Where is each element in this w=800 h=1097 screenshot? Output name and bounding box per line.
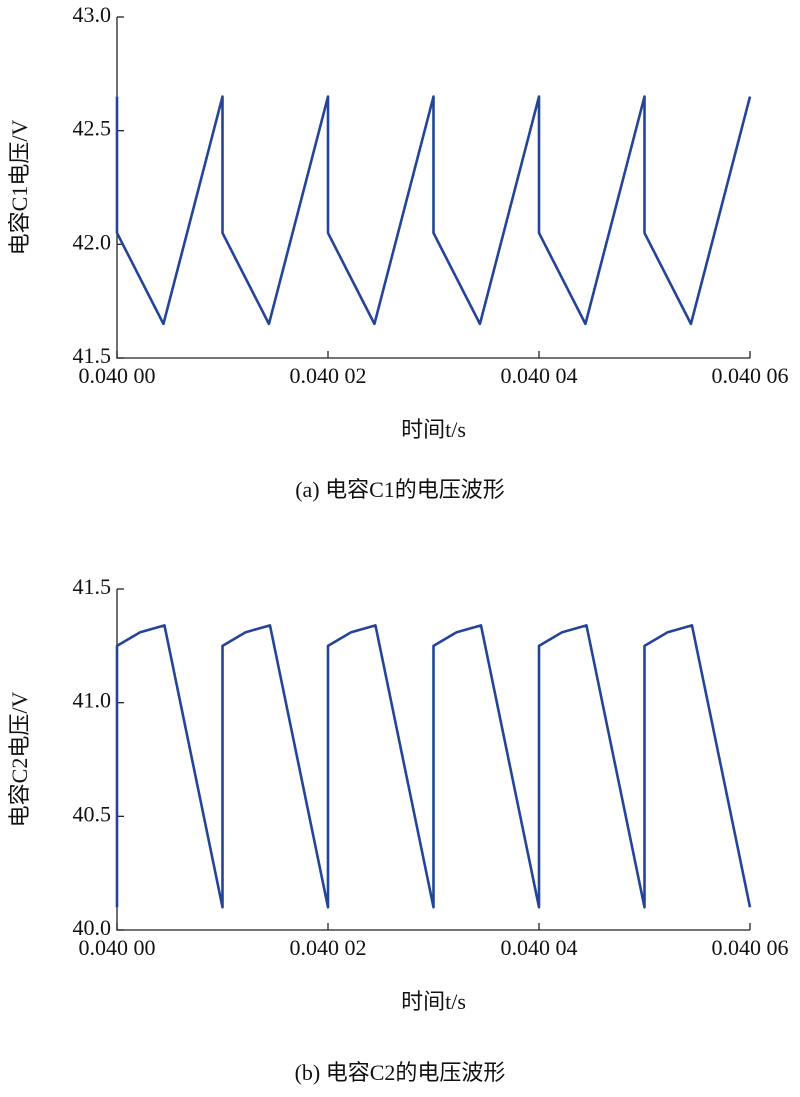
x-tick-label: 0.040 02 — [290, 935, 367, 960]
y-tick-label: 42.0 — [73, 229, 112, 254]
line-series — [115, 95, 752, 326]
y-tick-label: 41.0 — [73, 688, 112, 713]
y-tick-label: 42.5 — [73, 116, 112, 141]
x-axis-label: 时间t/s — [401, 989, 466, 1014]
y-tick-label: 43.0 — [73, 2, 112, 27]
y-axis-label: 电容C1电压/V — [7, 120, 32, 256]
y-tick-label: 41.5 — [73, 574, 112, 599]
x-tick-label: 0.040 06 — [712, 935, 789, 960]
y-tick-label: 41.5 — [73, 343, 112, 368]
caption: (a) 电容C1的电压波形 — [295, 477, 505, 502]
y-axis-label: 电容C2电压/V — [7, 692, 32, 828]
caption: (b) 电容C2的电压波形 — [295, 1060, 506, 1085]
x-tick-label: 0.040 06 — [712, 363, 789, 388]
y-tick-label: 40.0 — [73, 915, 112, 940]
x-tick-label: 0.040 04 — [501, 363, 578, 388]
x-tick-label: 0.040 00 — [79, 363, 156, 388]
x-tick-label: 0.040 02 — [290, 363, 367, 388]
y-tick-label: 40.5 — [73, 801, 112, 826]
x-tick-label: 0.040 00 — [79, 935, 156, 960]
line-series — [115, 624, 752, 909]
x-tick-label: 0.040 04 — [501, 935, 578, 960]
x-axis-label: 时间t/s — [401, 417, 466, 442]
